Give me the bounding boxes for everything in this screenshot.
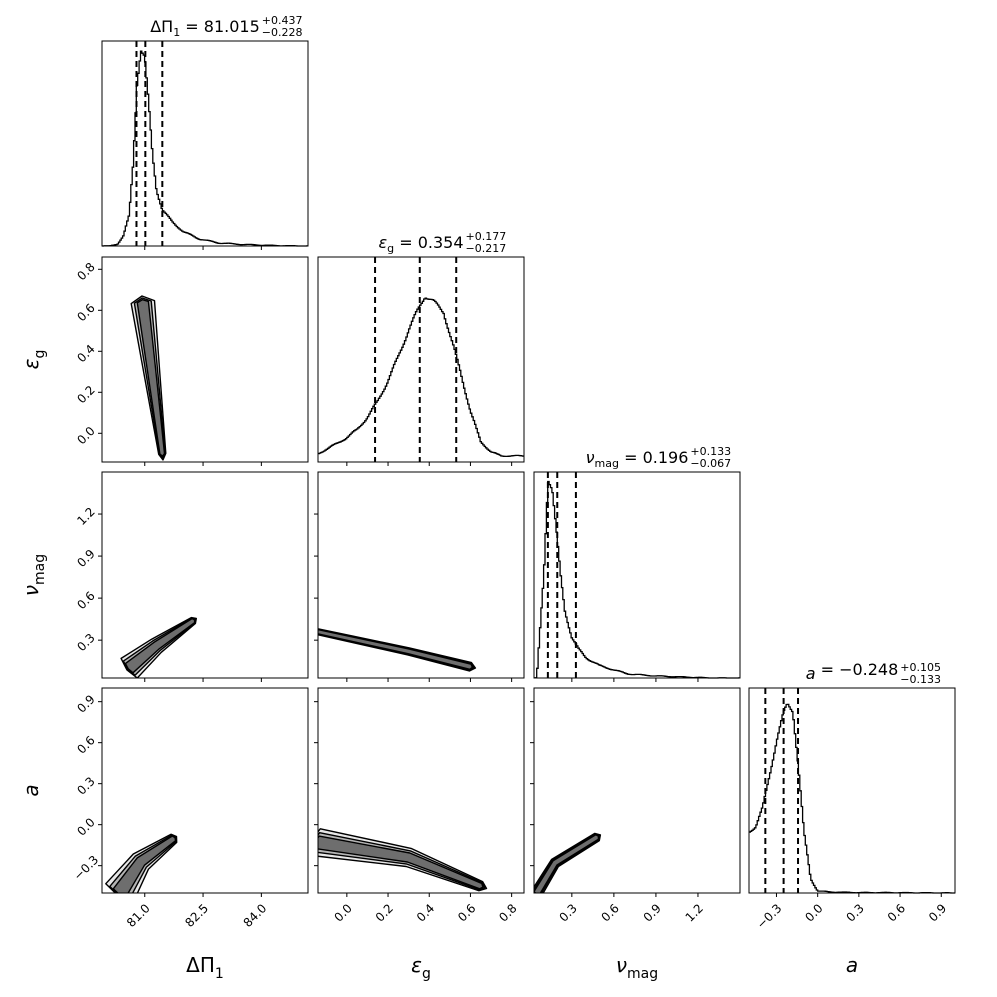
xlabel-dpi: ΔΠ1 [186,953,224,982]
y-tick-label: 0.0 [74,424,97,447]
contour-eps-numag [318,628,477,672]
y-tick-label: 0.3 [74,631,97,654]
x-tick-label: 81.0 [124,901,153,930]
y-tick-label: 0.8 [74,260,97,283]
x-tick-label: 84.0 [241,901,270,930]
title-plus-dpi: +0.437 [262,14,303,27]
title-plus-numag: +0.133 [690,445,731,458]
panel-1-0 [101,256,309,463]
x-tick-label: 0.3 [844,901,867,924]
y-tick-label: 0.9 [74,692,97,715]
title-minus-numag: −0.067 [690,457,731,470]
xlabel-numag: νmag [616,953,658,982]
y-tick-label: 0.9 [74,547,97,570]
x-tick-label: 1.2 [683,901,706,924]
title-dpi: ΔΠ1 = 81.015 [150,17,260,39]
histogram-eps [318,297,524,458]
x-tick-label: 0.3 [556,901,579,924]
y-tick-label: 0.6 [74,733,97,756]
panel-2-0 [101,471,309,679]
x-tick-label: 0.4 [414,901,437,924]
title-minus-a: −0.133 [900,673,941,686]
title-plus-eps: +0.177 [466,230,507,243]
x-tick-label: −0.3 [754,901,785,932]
contour-level-3 [136,299,166,457]
x-tick-label: 0.6 [455,901,478,924]
panel-2-1 [317,471,525,679]
title-minus-eps: −0.217 [466,242,507,255]
y-tick-label: 0.3 [74,774,97,797]
title-a: a = −0.248 [806,660,899,683]
panel-1-1 [317,256,525,463]
title-eps: εg = 0.354 [378,233,463,255]
panel-3-2 [533,687,741,894]
x-tick-label: 82.5 [182,901,211,930]
x-tick-label: 0.2 [373,901,396,924]
ylabel-numag: νmag [19,554,48,596]
y-tick-label: 0.0 [74,815,97,838]
panel-3-0 [101,687,309,894]
contour-dpi-a [105,833,178,893]
panel-2-2 [533,471,741,679]
contour-eps-a [318,828,488,892]
x-tick-label: 0.9 [926,901,949,924]
title-plus-a: +0.105 [900,661,941,674]
y-tick-label: −0.3 [71,853,102,884]
panel-0-0 [101,40,309,247]
x-tick-label: 0.0 [802,901,825,924]
panel-3-3 [748,687,956,894]
xlabel-eps: εg [411,953,431,982]
panel-3-1 [317,687,525,894]
histogram-numag [534,480,740,679]
x-tick-label: 0.6 [599,901,622,924]
contour-dpi-numag [120,616,197,678]
y-tick-label: 0.2 [74,383,97,406]
y-tick-label: 0.6 [74,301,97,324]
contour-level-3 [318,629,474,670]
x-tick-label: 0.9 [641,901,664,924]
ylabel-a: a [19,784,43,796]
xlabel-a: a [846,953,858,977]
title-numag: νmag = 0.196 [586,448,689,470]
x-tick-label: 0.0 [332,901,355,924]
contour-level-3 [534,834,600,893]
ylabel-eps: εg [19,350,48,370]
title-minus-dpi: −0.228 [262,26,303,39]
y-tick-label: 0.4 [74,342,97,365]
y-tick-label: 0.6 [74,589,97,612]
contour-dpi-eps [130,295,167,461]
histogram-dpi [102,50,308,247]
contour-level-3 [112,835,177,893]
y-tick-label: 1.2 [74,505,97,528]
x-tick-label: 0.8 [496,901,519,924]
x-tick-label: 0.6 [885,901,908,924]
contour-numag-a [534,832,602,893]
contour-level-3 [318,835,484,890]
contour-level-3 [124,617,196,674]
histogram-a [749,703,955,894]
